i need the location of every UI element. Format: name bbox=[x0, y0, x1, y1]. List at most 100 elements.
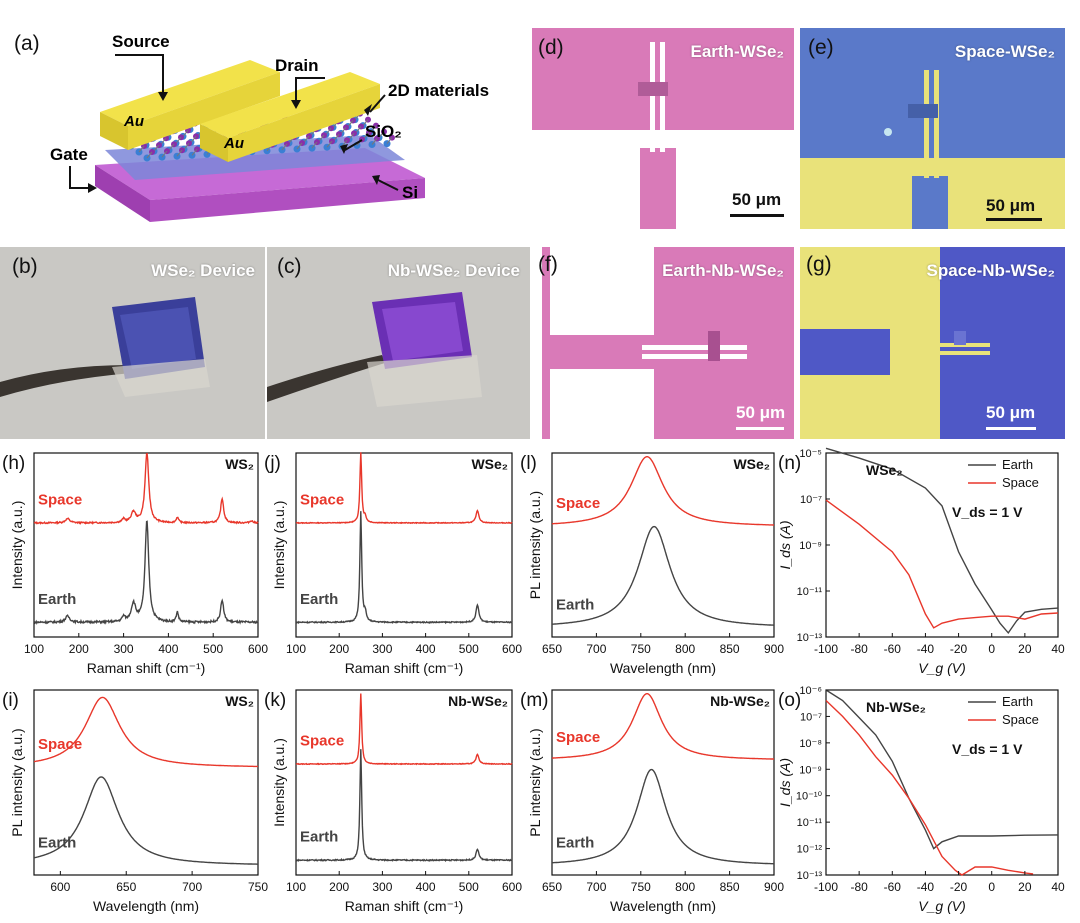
y-tick-label: 10⁻⁷ bbox=[800, 494, 822, 506]
x-tick-label: 100 bbox=[286, 880, 306, 894]
plot-frame bbox=[825, 689, 1059, 876]
x-tick-label: 200 bbox=[329, 642, 349, 656]
y-tick-label: 10⁻¹⁰ bbox=[796, 791, 823, 803]
legend-label-space: Space bbox=[1002, 475, 1039, 490]
tweezers bbox=[267, 355, 385, 402]
micrograph-panel-e: (e) Space-WSe₂ 50 μm bbox=[800, 28, 1065, 229]
y-tick-label: 10⁻¹¹ bbox=[797, 586, 823, 598]
x-tick-label: 600 bbox=[50, 880, 70, 894]
legend-label-earth: Earth bbox=[1002, 457, 1033, 472]
y-axis-label: PL intensity (a.u.) bbox=[527, 491, 543, 599]
panel-label-c: (c) bbox=[277, 255, 302, 278]
x-tick-label: -80 bbox=[850, 642, 868, 656]
scale-bar-e bbox=[986, 218, 1042, 221]
material-arrow bbox=[369, 94, 386, 113]
chart-title: WSe₂ bbox=[471, 456, 508, 472]
y-tick-label: 10⁻⁷ bbox=[800, 711, 822, 723]
scale-bar-g bbox=[986, 427, 1036, 430]
micrograph-panel-f: (f) Earth-Nb-WSe₂ 50 μm bbox=[532, 247, 794, 439]
series-label-space: Space bbox=[556, 729, 600, 746]
x-tick-label: 400 bbox=[158, 642, 178, 656]
series-line-space bbox=[551, 456, 774, 526]
chart-m: Space Earth 650 700 750 800 850 900 Wavelength (… bbox=[518, 682, 786, 923]
panel-label-i: (i) bbox=[2, 690, 19, 711]
plot-frame bbox=[551, 452, 775, 638]
au-electrode-source-side bbox=[128, 72, 280, 150]
schematic-panel: (a) Source Drain 2D materials SiO₂ bbox=[0, 0, 530, 245]
chart-i: Space Earth 600 650 700 750 Wavelength (nm) PL … bbox=[0, 682, 270, 923]
y-tick-label: 10⁻⁶ bbox=[799, 685, 822, 697]
chart-k: Space Earth 100 200 300 400 500 600 Raman shift … bbox=[262, 682, 524, 923]
au-electrode-drain-front bbox=[200, 124, 228, 162]
x-tick-label: -80 bbox=[850, 880, 868, 894]
x-axis-label: Wavelength (nm) bbox=[610, 660, 716, 676]
x-tick-label: 200 bbox=[69, 642, 89, 656]
x-tick-label: 900 bbox=[764, 880, 784, 894]
photo-panel-wse2: (b) WSe₂ Device bbox=[0, 247, 265, 439]
x-tick-label: 800 bbox=[675, 642, 695, 656]
plot-frame bbox=[33, 452, 259, 638]
legend-label-earth: Earth bbox=[1002, 694, 1033, 709]
y-axis-label: Intensity (a.u.) bbox=[271, 501, 287, 590]
x-tick-label: 850 bbox=[720, 880, 740, 894]
series-label-space: Space bbox=[38, 492, 82, 509]
x-tick-label: 300 bbox=[372, 880, 392, 894]
x-tick-label: 200 bbox=[329, 880, 349, 894]
x-tick-label: -40 bbox=[917, 642, 935, 656]
x-tick-label: 400 bbox=[416, 642, 436, 656]
x-tick-label: 100 bbox=[24, 642, 44, 656]
x-tick-label: 20 bbox=[1018, 642, 1032, 656]
micrograph-panel-g: (g) Space-Nb-WSe₂ 50 μm bbox=[800, 247, 1065, 439]
plot-frame bbox=[33, 689, 259, 876]
device-schematic: Source Drain 2D materials SiO₂ Gate Si A… bbox=[50, 32, 489, 222]
series-label-space: Space bbox=[38, 736, 82, 753]
x-tick-label: 0 bbox=[988, 880, 995, 894]
scale-bar-d bbox=[730, 214, 784, 217]
y-axis-label: I_ds (A) bbox=[777, 758, 793, 807]
si-substrate-side bbox=[150, 178, 425, 222]
panel-label-e: (e) bbox=[808, 36, 834, 59]
panel-label-o: (o) bbox=[778, 690, 801, 711]
series-label-earth: Earth bbox=[38, 834, 76, 851]
x-tick-label: 500 bbox=[459, 880, 479, 894]
chart-h: Space Earth 100 200 300 400 500 600 Raman shift … bbox=[0, 445, 270, 685]
panel-label-a: (a) bbox=[14, 32, 40, 55]
chart-title: Nb-WSe₂ bbox=[448, 693, 508, 709]
x-tick-label: 750 bbox=[631, 642, 651, 656]
series-line-earth bbox=[825, 447, 1059, 635]
x-tick-label: 300 bbox=[372, 642, 392, 656]
x-tick-label: -100 bbox=[814, 642, 838, 656]
x-tick-label: 700 bbox=[586, 642, 606, 656]
label-si: Si bbox=[402, 183, 418, 202]
panel-label-d: (d) bbox=[538, 36, 564, 59]
x-tick-label: 650 bbox=[542, 642, 562, 656]
x-tick-label: -100 bbox=[814, 880, 838, 894]
x-tick-label: 40 bbox=[1051, 880, 1065, 894]
scale-label-g: 50 μm bbox=[986, 403, 1036, 422]
y-axis-label: Intensity (a.u.) bbox=[271, 738, 287, 827]
photo-illustration bbox=[0, 297, 210, 397]
source-arrow bbox=[115, 54, 164, 95]
chart-title: Nb-WSe₂ bbox=[710, 693, 770, 709]
series-line-space bbox=[825, 499, 1059, 629]
series-line-earth bbox=[296, 511, 513, 625]
panel-label-f: (f) bbox=[538, 253, 558, 276]
x-axis-label: V_g (V) bbox=[918, 660, 965, 676]
plot-frame bbox=[295, 689, 513, 876]
micrograph-title-f: Earth-Nb-WSe₂ bbox=[662, 261, 784, 280]
au-electrode-drain-top bbox=[200, 72, 380, 138]
x-tick-label: 650 bbox=[116, 880, 136, 894]
panel-label-l: (l) bbox=[520, 453, 537, 474]
x-tick-label: -20 bbox=[950, 880, 968, 894]
x-tick-label: 650 bbox=[542, 880, 562, 894]
x-tick-label: 700 bbox=[586, 880, 606, 894]
y-axis-label: PL intensity (a.u.) bbox=[527, 728, 543, 836]
y-tick-label: 10⁻¹³ bbox=[797, 632, 823, 644]
y-tick-label: 10⁻⁹ bbox=[799, 540, 822, 552]
x-tick-label: 900 bbox=[764, 642, 784, 656]
x-axis-label: Raman shift (cm⁻¹) bbox=[345, 898, 464, 914]
x-tick-label: 500 bbox=[203, 642, 223, 656]
scale-label-e: 50 μm bbox=[986, 196, 1036, 215]
series-label-space: Space bbox=[556, 495, 600, 512]
y-tick-label: 10⁻⁸ bbox=[799, 738, 822, 750]
